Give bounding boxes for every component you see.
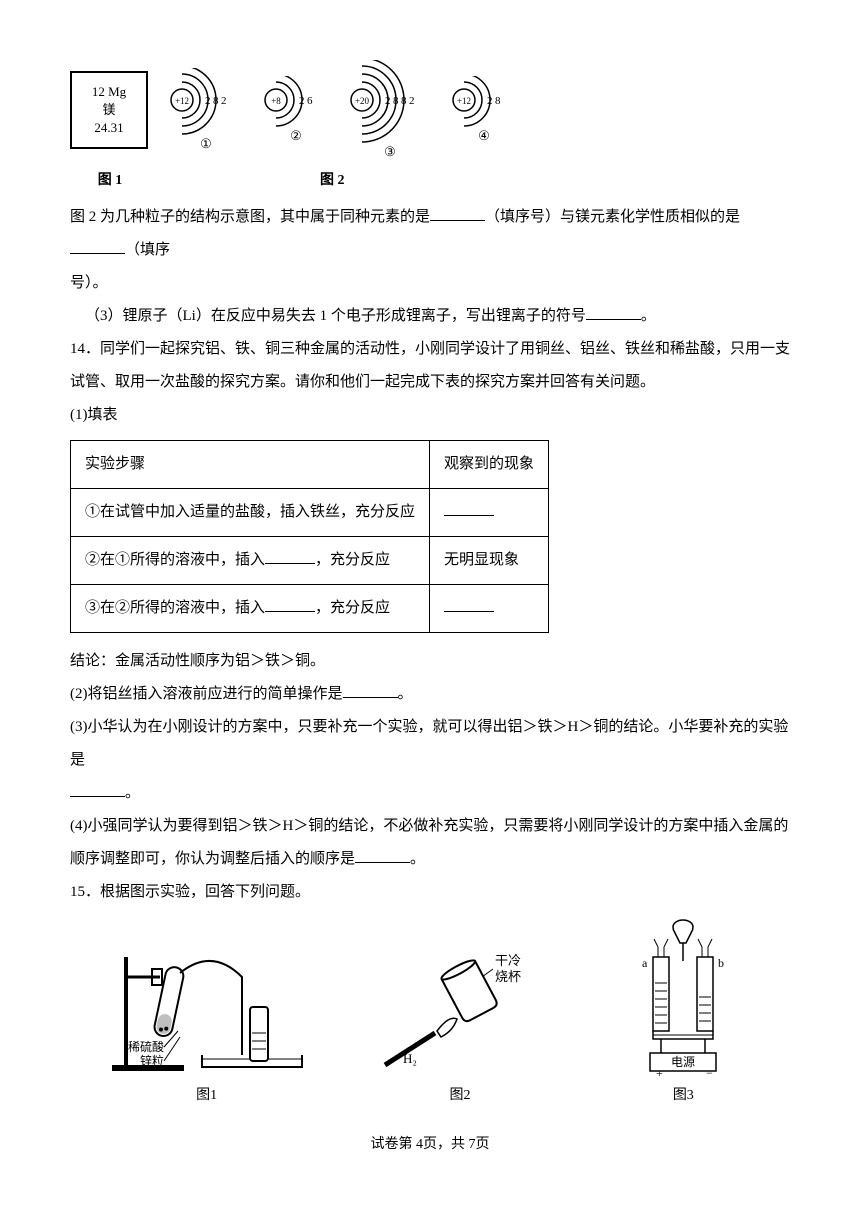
experiment-figures: 稀硫酸 锌粒 图1 干冷 烧杯 H₂ 图2 bbox=[70, 917, 790, 1112]
atom-diagram: +1228④ bbox=[450, 60, 518, 160]
text-p1a: 图 2 为几种粒子的结构示意图，其中属于同种元素的是 bbox=[70, 209, 430, 225]
fig2-container: 干冷 烧杯 H₂ 图2 bbox=[375, 937, 545, 1112]
svg-text:+20: +20 bbox=[355, 96, 370, 106]
q14-3: (3)小华认为在小刚设计的方案中，只要补充一个实验，就可以得出铝＞铁＞H＞铜的结… bbox=[70, 711, 790, 777]
element-box-mg: 12 Mg 镁 24.31 bbox=[70, 71, 148, 149]
element-mid: 镁 bbox=[102, 101, 115, 119]
blank-3[interactable] bbox=[586, 304, 641, 320]
svg-text:+8: +8 bbox=[271, 96, 281, 106]
blank-1[interactable] bbox=[430, 205, 485, 221]
conclusion: 结论：金属活动性顺序为铝＞铁＞铜。 bbox=[70, 645, 790, 678]
svg-text:8: 8 bbox=[495, 95, 501, 107]
r1c1: ①在试管中加入适量的盐酸，插入铁丝，充分反应 bbox=[71, 488, 430, 536]
fig2-label: 图2 bbox=[449, 1081, 470, 1112]
svg-text:③: ③ bbox=[384, 144, 396, 159]
svg-text:2: 2 bbox=[221, 95, 227, 107]
q14-4b: 。 bbox=[410, 851, 425, 867]
fig3-label: 图3 bbox=[673, 1081, 694, 1112]
th-steps: 实验步骤 bbox=[71, 440, 430, 488]
svg-text:2: 2 bbox=[409, 95, 415, 107]
atom-diagram-row: 12 Mg 镁 24.31 +12282①+826②+202882③+1228④ bbox=[70, 60, 790, 160]
svg-text:b: b bbox=[718, 956, 724, 970]
blank-r3[interactable] bbox=[265, 596, 315, 612]
page-footer: 试卷第 4页，共 7页 bbox=[70, 1130, 790, 1161]
svg-text:+12: +12 bbox=[457, 96, 471, 106]
blank-r1[interactable] bbox=[444, 500, 494, 516]
blank-5[interactable] bbox=[70, 781, 125, 797]
r2c1a: ②在①所得的溶液中，插入 bbox=[85, 552, 265, 568]
blank-6[interactable] bbox=[355, 847, 410, 863]
q14-4: (4)小强同学认为要得到铝＞铁＞H＞铜的结论，不必做补充实验，只需要将小刚同学设… bbox=[70, 810, 790, 876]
r3c1a: ③在②所得的溶液中，插入 bbox=[85, 600, 265, 616]
experiment-table: 实验步骤 观察到的现象 ①在试管中加入适量的盐酸，插入铁丝，充分反应 ②在①所得… bbox=[70, 440, 549, 633]
element-bottom: 24.31 bbox=[94, 119, 123, 137]
q14-stem: 14．同学们一起探究铝、铁、铜三种金属的活动性，小刚同学设计了用铜丝、铝丝、铁丝… bbox=[70, 333, 790, 399]
q14-3b-text: 。 bbox=[125, 785, 140, 801]
svg-text:+12: +12 bbox=[175, 96, 189, 106]
svg-text:锌粒: 锌粒 bbox=[140, 1053, 164, 1068]
r3c1b: ，充分反应 bbox=[315, 600, 390, 616]
svg-text:H₂: H₂ bbox=[403, 1051, 417, 1066]
atoms-container: +12282①+826②+202882③+1228④ bbox=[168, 60, 518, 160]
text-p1b: （填序号）与镁元素化学性质相似的是 bbox=[485, 209, 740, 225]
atom-diagram: +202882③ bbox=[348, 60, 432, 160]
svg-text:烧杯: 烧杯 bbox=[495, 969, 521, 984]
svg-text:稀硫酸: 稀硫酸 bbox=[128, 1039, 164, 1054]
text-p2a: （3）锂原子（Li）在反应中易失去 1 个电子形成锂离子，写出锂离子的符号 bbox=[85, 308, 586, 324]
q14-3b: 。 bbox=[70, 777, 790, 810]
atom-diagram: +826② bbox=[262, 60, 330, 160]
svg-text:①: ① bbox=[200, 136, 212, 151]
svg-text:干冷: 干冷 bbox=[495, 953, 521, 968]
r3c1: ③在②所得的溶液中，插入 ，充分反应 bbox=[71, 584, 430, 632]
svg-text:a: a bbox=[642, 956, 648, 970]
fig1-label: 图1 bbox=[196, 1081, 217, 1112]
svg-text:④: ④ bbox=[478, 128, 490, 143]
svg-text:6: 6 bbox=[307, 95, 313, 107]
text-p1c: （填序 bbox=[125, 242, 170, 258]
fig1-label: 图 1 bbox=[70, 166, 150, 197]
q14-4a: (4)小强同学认为要得到铝＞铁＞H＞铜的结论，不必做补充实验，只需要将小刚同学设… bbox=[70, 818, 788, 867]
atom-diagram: +12282① bbox=[168, 60, 244, 160]
para-same-element: 图 2 为几种粒子的结构示意图，其中属于同种元素的是 （填序号）与镁元素化学性质相… bbox=[70, 201, 790, 267]
r1c2 bbox=[430, 488, 549, 536]
blank-r3b[interactable] bbox=[444, 596, 494, 612]
q14-1: (1)填表 bbox=[70, 399, 790, 432]
svg-text:+: + bbox=[656, 1066, 663, 1077]
blank-r2[interactable] bbox=[265, 548, 315, 564]
svg-text:②: ② bbox=[290, 128, 302, 143]
apparatus-2-icon: 干冷 烧杯 H₂ bbox=[375, 937, 545, 1077]
q15: 15．根据图示实验，回答下列问题。 bbox=[70, 876, 790, 909]
q14-2: (2)将铝丝插入溶液前应进行的简单操作是 。 bbox=[70, 678, 790, 711]
q14-2b: 。 bbox=[398, 686, 413, 702]
svg-text:−: − bbox=[706, 1066, 713, 1077]
figure-labels-row: 图 1 图 2 bbox=[70, 166, 790, 197]
blank-4[interactable] bbox=[343, 682, 398, 698]
blank-2[interactable] bbox=[70, 238, 125, 254]
text-p2b: 。 bbox=[641, 308, 656, 324]
apparatus-3-icon: 电源 + − a b bbox=[608, 917, 758, 1077]
r2c2: 无明显现象 bbox=[430, 536, 549, 584]
element-top: 12 Mg bbox=[92, 83, 126, 101]
fig3-container: 电源 + − a b 图3 bbox=[608, 917, 758, 1112]
r2c1: ②在①所得的溶液中，插入 ，充分反应 bbox=[71, 536, 430, 584]
r2c1b: ，充分反应 bbox=[315, 552, 390, 568]
para-same-element-2: 号）。 bbox=[70, 267, 790, 300]
para-li-ion: （3）锂原子（Li）在反应中易失去 1 个电子形成锂离子，写出锂离子的符号 。 bbox=[70, 300, 790, 333]
svg-text:电源: 电源 bbox=[671, 1055, 695, 1069]
fig1-container: 稀硫酸 锌粒 图1 bbox=[102, 937, 312, 1112]
th-phenomenon: 观察到的现象 bbox=[430, 440, 549, 488]
r3c2 bbox=[430, 584, 549, 632]
apparatus-1-icon: 稀硫酸 锌粒 bbox=[102, 937, 312, 1077]
fig2-label: 图 2 bbox=[320, 166, 345, 197]
q14-2a: (2)将铝丝插入溶液前应进行的简单操作是 bbox=[70, 686, 343, 702]
